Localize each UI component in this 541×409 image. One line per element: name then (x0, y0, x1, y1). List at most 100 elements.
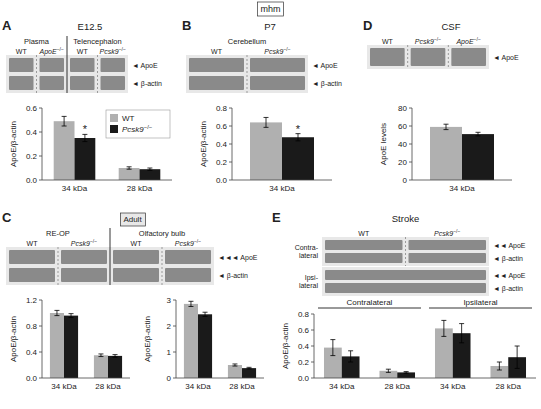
bar (397, 372, 415, 378)
text-line: Telencephalon (73, 37, 121, 46)
blot-row-label: Contra-lateral (295, 244, 319, 259)
blot-band (325, 253, 403, 263)
blot-band (9, 250, 55, 264)
text-line: ◄◄◄ ApoE (218, 254, 258, 262)
blot-band (325, 240, 403, 250)
error-bar (188, 301, 193, 306)
text-line: ◄ ApoE (312, 62, 338, 70)
text-line: Contralateral (347, 298, 393, 307)
y-tick-label: 0.2 (26, 152, 38, 161)
y-tick (229, 108, 232, 109)
text-line: 0 (403, 176, 408, 185)
superscript: −/− (57, 46, 64, 52)
text-line: Cerebellum (228, 37, 266, 46)
blot-band (189, 76, 244, 90)
y-tick (229, 162, 232, 163)
x-axis-line (42, 378, 130, 379)
superscript: −/− (194, 238, 201, 244)
text-line: 34 kDa (185, 382, 211, 391)
blot-band-label: ◄ β-actin (312, 80, 342, 88)
x-axis-line (176, 378, 264, 379)
y-tick (409, 108, 412, 109)
blot-divider (162, 247, 163, 285)
y-axis-label: ApoE levels (379, 123, 388, 165)
group-label: Ipsilateral (463, 298, 497, 307)
blot-divider (36, 55, 37, 93)
error-bar (330, 340, 335, 356)
text-line: 1 (167, 348, 172, 357)
panel-label: C (2, 210, 12, 225)
text-line: lateral (299, 282, 319, 289)
blot-band (61, 250, 107, 264)
text-part: Pcsk9 (175, 240, 194, 247)
text-line: 0.4 (26, 128, 38, 137)
panel-label: A (2, 18, 12, 33)
y-tick-label: 0.8 (26, 322, 38, 331)
y-tick (229, 180, 232, 181)
blot-group-label: WT (27, 240, 39, 247)
bar (75, 138, 96, 180)
legend-swatch (110, 114, 118, 122)
x-tick-label: 34 kDa (440, 382, 466, 391)
y-tick-label: 1.2 (26, 296, 38, 305)
blot-group-label: WT (358, 230, 370, 237)
text-line: 40 (398, 140, 407, 149)
text-line: 0.2 (298, 358, 310, 367)
text-line: ApoE/β-actin (9, 121, 18, 167)
blot-section-title: Plasma (24, 37, 50, 46)
bar (228, 365, 242, 378)
x-tick-label: 34 kDa (185, 382, 211, 391)
bar (250, 122, 282, 180)
blot-group-label: WT (382, 38, 394, 45)
error-bar (69, 314, 74, 318)
bar (282, 137, 314, 180)
blot-band (70, 76, 95, 90)
error-bar (476, 132, 481, 136)
y-tick (173, 326, 176, 327)
text-line: 0.2 (26, 152, 38, 161)
y-axis-label: ApoE/β-actin (9, 316, 18, 362)
y-tick-label: 0.4 (298, 342, 310, 351)
y-axis-label: ApoE/β-actin (143, 316, 152, 362)
plot-marks (50, 310, 122, 378)
y-tick-label: 0.0 (216, 176, 228, 185)
blot-band (9, 58, 34, 72)
text-line: ApoE/β-actin (143, 316, 152, 362)
superscript: −/− (474, 36, 481, 42)
chart-title: Stroke (392, 213, 419, 224)
bar (50, 313, 64, 378)
text-line: 0.0 (216, 176, 228, 185)
bar (140, 169, 161, 180)
blot-separator (110, 228, 111, 285)
y-axis-label: ApoE/β-actin (199, 121, 208, 167)
text-line: 0.6 (26, 104, 38, 113)
text-line: 1.2 (26, 296, 38, 305)
superscript: −/− (283, 46, 290, 52)
error-bar (515, 346, 520, 368)
y-tick-label: 0.8 (216, 104, 228, 113)
text-line: * (83, 123, 88, 135)
x-axis-line (42, 180, 172, 181)
text-line: ◄ β-actin (218, 272, 248, 280)
blot-band (165, 268, 211, 282)
x-tick-label: 34 kDa (449, 184, 475, 193)
blot-band (411, 48, 446, 66)
blot-band (113, 268, 159, 282)
superscript: −/− (144, 124, 153, 130)
y-tick-label: 0.0 (26, 374, 38, 383)
blot-divider (247, 55, 248, 93)
legend-entry: WT (122, 114, 135, 123)
y-axis-line (42, 300, 43, 378)
text-line: WT (358, 230, 370, 237)
y-tick (311, 330, 314, 331)
y-tick-label: 1 (167, 348, 172, 357)
text-line: 0.8 (216, 104, 228, 113)
text-line: mhm (261, 4, 281, 14)
blot-band (40, 76, 65, 90)
text-line: WT (27, 240, 39, 247)
blot-band (61, 268, 107, 282)
text-line: 28 kDa (95, 382, 121, 391)
chart-subtitle: Adult (123, 215, 142, 224)
text-line: E12.5 (78, 21, 103, 32)
blot: WTPcsk9−/−ApoE−/−◄ ApoE (367, 36, 519, 69)
